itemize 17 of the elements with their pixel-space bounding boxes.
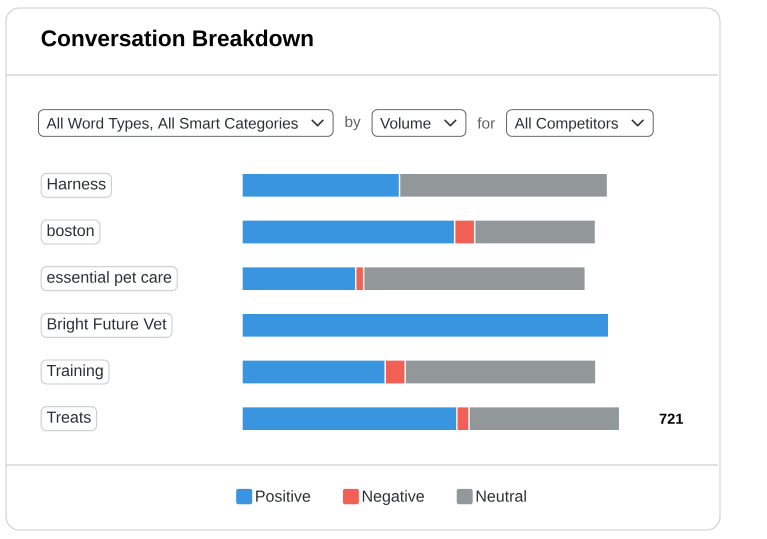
y-tick-label: Bright Future Vet bbox=[48, 318, 166, 333]
legend-label: Positive bbox=[256, 490, 310, 502]
y-tick-label: essential pet care bbox=[47, 271, 172, 286]
legend-label: Negative bbox=[362, 490, 424, 506]
y-tick-label: Harness bbox=[48, 178, 106, 190]
bar bbox=[241, 312, 610, 338]
text: for bbox=[478, 117, 495, 129]
annotation: 721 bbox=[660, 414, 684, 424]
text: All Competitors bbox=[514, 117, 618, 132]
legend-label: Neutral bbox=[476, 490, 526, 502]
y-tick-label: Treats bbox=[46, 412, 91, 423]
y-tick-label: boston bbox=[48, 224, 94, 236]
chart-title: Conversation Breakdown bbox=[42, 30, 313, 46]
text: by bbox=[345, 116, 361, 130]
text: Volume bbox=[380, 117, 431, 129]
text: All Word Types, All Smart Categories bbox=[46, 117, 298, 132]
y-tick-label: Training bbox=[46, 364, 103, 380]
